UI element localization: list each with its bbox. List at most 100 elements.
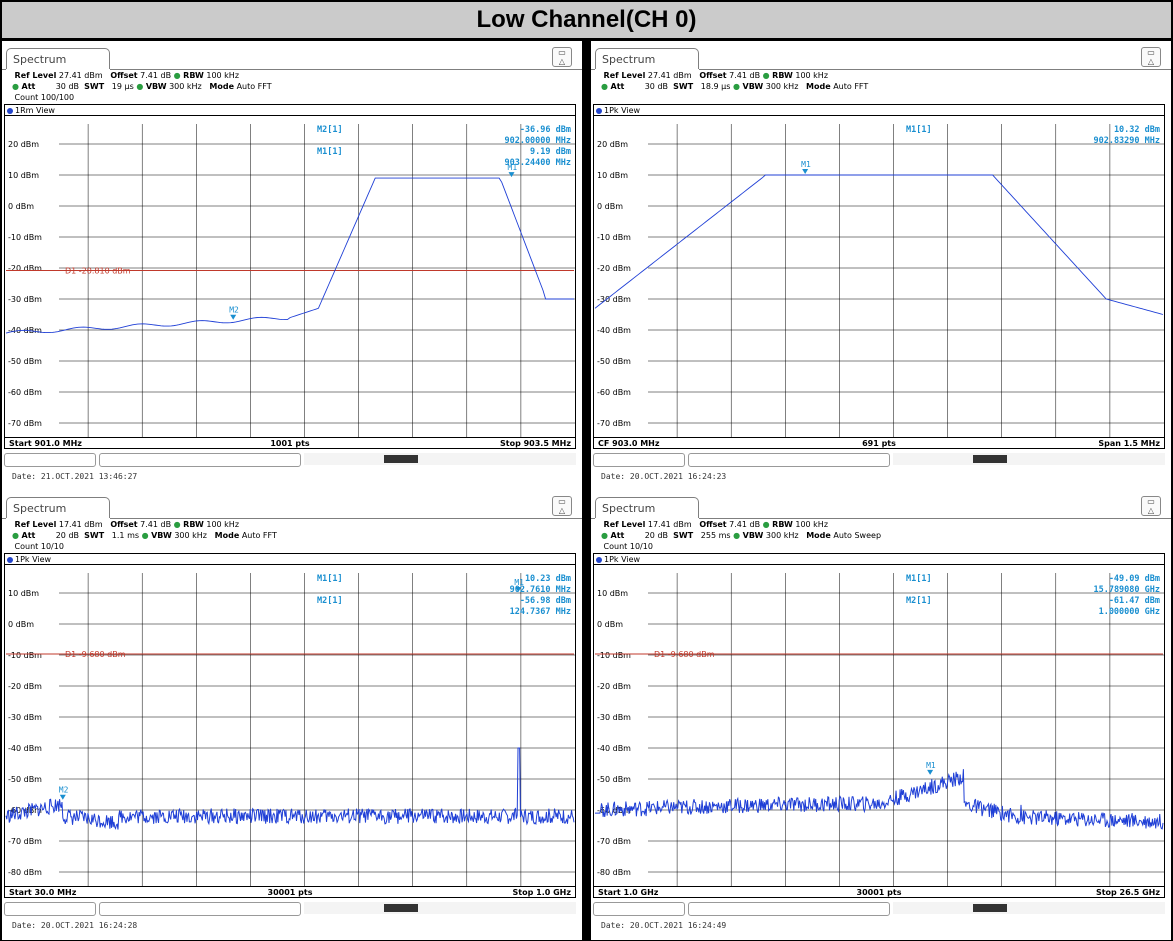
footer-left: CF 903.0 MHz bbox=[598, 439, 660, 448]
status-field[interactable] bbox=[593, 453, 685, 467]
display-line-label: D1 -9.680 dBm bbox=[65, 650, 126, 659]
view-bar: 1Pk View bbox=[594, 105, 1164, 116]
y-tick-label: -80 dBm bbox=[8, 868, 42, 877]
mode-value: Auto Sweep bbox=[833, 531, 882, 540]
y-tick-label: -30 dBm bbox=[8, 713, 42, 722]
measurement-params: Ref Level 27.41 dBm Offset 7.41 dB ● RBW… bbox=[12, 71, 272, 102]
spectrum-tab[interactable]: Spectrum bbox=[595, 48, 699, 69]
status-bar bbox=[4, 901, 576, 916]
settings-icon[interactable]: ▭ △ bbox=[1141, 496, 1161, 516]
spectrum-panel: Spectrum ▭ △ Ref Level 27.41 dBm Offset 7… bbox=[591, 41, 1171, 491]
spectrum-trace bbox=[594, 174, 1164, 315]
y-tick-label: 0 dBm bbox=[597, 202, 623, 211]
plot-footer: Start 1.0 GHz 30001 pts Stop 26.5 GHz bbox=[593, 887, 1165, 898]
measurement-params: Ref Level 17.41 dBm Offset 7.41 dB ● RBW… bbox=[601, 520, 882, 551]
view-label: 1Pk View bbox=[604, 555, 641, 564]
y-tick-label: -50 dBm bbox=[8, 775, 42, 784]
att-label: Att bbox=[610, 531, 625, 540]
date-stamp: Date: 20.OCT.2021 16:24:23 bbox=[601, 472, 727, 481]
y-tick-label: -10 dBm bbox=[8, 651, 42, 660]
ref-level-label: Ref Level bbox=[14, 520, 57, 529]
y-tick-label: 10 dBm bbox=[8, 171, 39, 180]
swt-value: 255 ms bbox=[700, 531, 731, 540]
y-tick-label: -10 dBm bbox=[8, 233, 42, 242]
marker-label: M2[1] bbox=[317, 596, 343, 606]
status-field[interactable] bbox=[688, 902, 890, 916]
settings-icon[interactable]: ▭ △ bbox=[552, 496, 572, 516]
footer-right: Span 1.5 MHz bbox=[1098, 439, 1160, 448]
marker-value: 902.83290 MHz bbox=[1093, 136, 1160, 146]
status-field[interactable] bbox=[99, 902, 301, 916]
spectrum-tab[interactable]: Spectrum bbox=[595, 497, 699, 518]
marker-label: M2[1] bbox=[906, 596, 932, 606]
spectrum-tab[interactable]: Spectrum bbox=[6, 497, 110, 518]
settings-icon[interactable]: ▭ △ bbox=[1141, 47, 1161, 67]
y-tick-label: -80 dBm bbox=[597, 868, 631, 877]
vbw-label: VBW bbox=[151, 531, 172, 540]
vbw-value: 300 kHz bbox=[765, 82, 799, 91]
y-tick-label: -10 dBm bbox=[597, 233, 631, 242]
date-stamp: Date: 21.OCT.2021 13:46:27 bbox=[12, 472, 138, 481]
plot-frame: 1Pk View 10 dBm 0 dBm -10 dBm -20 dBm -30 dB… bbox=[4, 553, 576, 887]
marker-name: M1 bbox=[926, 761, 936, 770]
marker-label: M2[1] bbox=[317, 125, 343, 135]
marker-triangle-icon bbox=[515, 587, 522, 592]
rbw-value: 100 kHz bbox=[795, 71, 829, 80]
mode-label: Mode bbox=[214, 531, 240, 540]
spectrum-trace bbox=[5, 747, 575, 830]
swt-label: SWT bbox=[673, 82, 694, 91]
plot-frame: 1Pk View 10 dBm 0 dBm -10 dBm -20 dBm -30 dB… bbox=[593, 553, 1165, 887]
spectrum-panel: Spectrum ▭ △ Ref Level 17.41 dBm Offset 7… bbox=[2, 490, 582, 940]
marker-value: 902.7610 MHz bbox=[510, 585, 571, 595]
spectrum-plot: 10 dBm 0 dBm -10 dBm -20 dBm -30 dBm -40 dBm -… bbox=[595, 573, 1164, 887]
spectrum-panel: Spectrum ▭ △ Ref Level 17.41 dBm Offset 7… bbox=[591, 490, 1171, 940]
marker-value: 903.24400 MHz bbox=[504, 158, 571, 168]
vbw-value: 300 kHz bbox=[169, 82, 202, 91]
marker-value: -56.98 dBm bbox=[520, 596, 571, 606]
y-tick-label: -50 dBm bbox=[597, 775, 631, 784]
y-tick-label: -40 dBm bbox=[597, 744, 631, 753]
display-line-label: D1 -20.810 dBm bbox=[65, 267, 131, 276]
footer-right: Stop 1.0 GHz bbox=[512, 888, 571, 897]
measurement-params: Ref Level 27.41 dBm Offset 7.41 dB ● RBW… bbox=[601, 71, 869, 91]
status-field[interactable] bbox=[593, 902, 685, 916]
y-tick-label: -40 dBm bbox=[597, 326, 631, 335]
marker-value: 10.23 dBm bbox=[525, 574, 571, 584]
mode-value: Auto FFT bbox=[833, 82, 869, 91]
y-tick-label: -60 dBm bbox=[597, 388, 631, 397]
rbw-value: 100 kHz bbox=[206, 520, 240, 529]
status-field[interactable] bbox=[4, 453, 96, 467]
marker-name: M2 bbox=[59, 786, 69, 795]
offset-value: 7.41 dB bbox=[140, 71, 172, 80]
status-field[interactable] bbox=[4, 902, 96, 916]
settings-icon[interactable]: ▭ △ bbox=[552, 47, 572, 67]
rbw-value: 100 kHz bbox=[206, 71, 240, 80]
status-field[interactable] bbox=[688, 453, 890, 467]
mode-label: Mode bbox=[806, 531, 831, 540]
view-label: 1Rm View bbox=[15, 106, 55, 115]
plot-footer: Start 30.0 MHz 30001 pts Stop 1.0 GHz bbox=[4, 887, 576, 898]
y-tick-label: 10 dBm bbox=[597, 171, 628, 180]
footer-left: Start 1.0 GHz bbox=[598, 888, 659, 897]
display-line-label: D1 -9.680 dBm bbox=[654, 650, 715, 659]
trace-dot-icon bbox=[7, 107, 13, 114]
status-area bbox=[893, 902, 1165, 914]
spectrum-tab[interactable]: Spectrum bbox=[6, 48, 110, 69]
mode-label: Mode bbox=[806, 82, 831, 91]
status-area bbox=[893, 453, 1165, 465]
status-field[interactable] bbox=[99, 453, 301, 467]
spectrum-trace bbox=[595, 769, 1164, 830]
marker-value: 9.19 dBm bbox=[530, 147, 571, 157]
count-text: Count 100/100 bbox=[14, 93, 75, 102]
view-label: 1Pk View bbox=[15, 555, 52, 564]
mode-value: Auto FFT bbox=[236, 82, 272, 91]
ref-level-label: Ref Level bbox=[14, 71, 57, 80]
y-tick-label: -30 dBm bbox=[597, 713, 631, 722]
marker-value: 1.000000 GHz bbox=[1099, 607, 1160, 617]
y-tick-label: -70 dBm bbox=[597, 419, 631, 428]
rbw-label: RBW bbox=[772, 520, 793, 529]
mode-value: Auto FFT bbox=[241, 531, 277, 540]
progress-icon bbox=[973, 455, 1007, 463]
count-text: Count 10/10 bbox=[14, 542, 64, 551]
